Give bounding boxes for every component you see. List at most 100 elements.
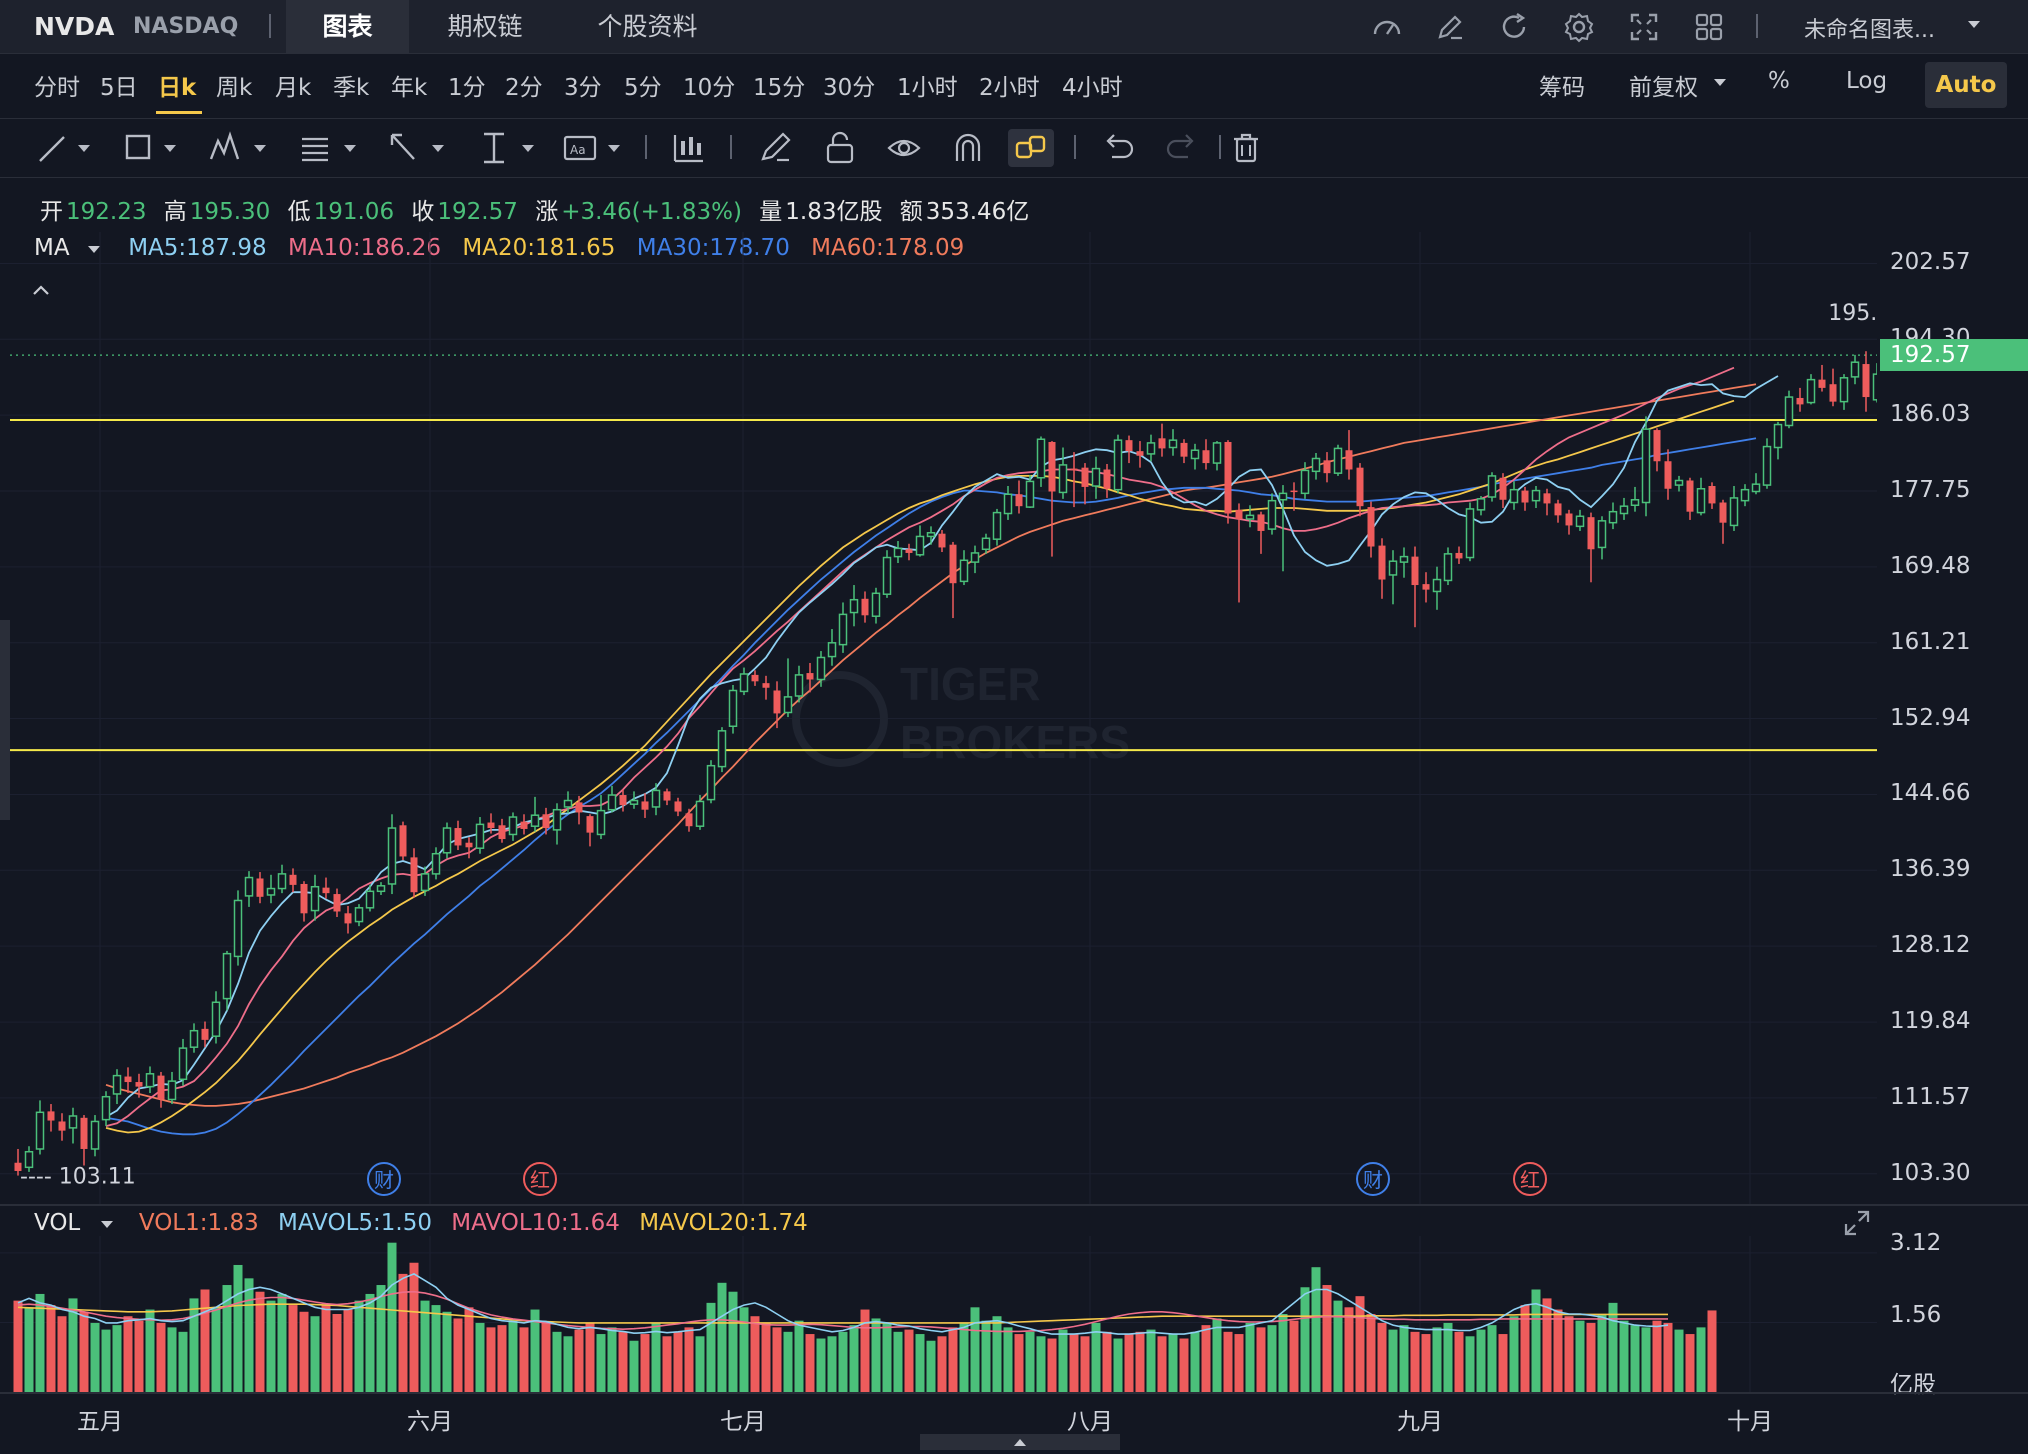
chevron-down-icon[interactable]	[1966, 19, 1982, 31]
candle-body	[1323, 460, 1331, 474]
fullscreen-icon[interactable]	[1627, 10, 1661, 44]
timeframe-weekly[interactable]: 周k	[216, 75, 253, 101]
layout-name-select[interactable]: 未命名图表...	[1804, 18, 1935, 43]
undo-icon[interactable]	[1100, 129, 1136, 167]
candle	[1476, 496, 1486, 516]
volume-bar	[134, 1320, 144, 1392]
ticker-symbol[interactable]: NVDA	[34, 12, 115, 41]
indicator-icon[interactable]	[671, 129, 707, 167]
link-icon	[1015, 135, 1046, 159]
refresh-icon[interactable]	[1497, 10, 1531, 44]
chevron-down-icon[interactable]	[1713, 78, 1727, 88]
arrow-icon[interactable]	[386, 129, 450, 167]
candle-body	[1125, 440, 1133, 452]
volume-bar	[1223, 1331, 1233, 1392]
gauge-icon[interactable]	[1370, 10, 1404, 44]
timeframe-monthly[interactable]: 月k	[275, 75, 312, 101]
link-button[interactable]	[1008, 129, 1054, 167]
tab-chart[interactable]: 图表	[286, 0, 409, 53]
candlestick-chart[interactable]: TIGER BROKERS 195.30 ---- ---- 103.11 财 红 财…	[0, 232, 1877, 1204]
layout-grid-icon[interactable]	[1692, 10, 1726, 44]
candle-body	[1113, 439, 1123, 491]
candle	[508, 812, 518, 841]
timeframe-4h[interactable]: 4小时	[1062, 75, 1123, 101]
candle	[1003, 486, 1013, 520]
edit-icon[interactable]	[1433, 10, 1467, 44]
candle	[1399, 547, 1409, 578]
timeframe-1min[interactable]: 1分	[448, 75, 486, 101]
lock-icon[interactable]	[822, 129, 858, 167]
candle	[145, 1066, 155, 1094]
expand-pane-icon[interactable]	[1842, 1208, 1872, 1238]
log-button[interactable]: Log	[1846, 68, 1888, 94]
time-scroll-handle[interactable]	[920, 1434, 1120, 1450]
adjust-select[interactable]: 前复权	[1629, 75, 1698, 101]
timeframe-quarterly[interactable]: 季k	[333, 75, 370, 101]
timeframe-5min[interactable]: 5分	[624, 75, 662, 101]
trash-icon[interactable]	[1228, 129, 1264, 167]
ma-indicator-select[interactable]: MA	[34, 235, 70, 261]
volume-bar	[1025, 1331, 1035, 1392]
collapse-legend-icon[interactable]	[32, 284, 50, 296]
tab-option-chain[interactable]: 期权链	[447, 12, 523, 41]
horizontal-lines[interactable]	[10, 354, 1877, 752]
volume-legend: VOL VOL1:1.83 MAVOL5:1.50 MAVOL10:1.64 M…	[34, 1210, 820, 1236]
low-label: 低	[287, 199, 311, 225]
vol-indicator-select[interactable]: VOL	[34, 1210, 81, 1236]
event-marker-circle	[1356, 1162, 1390, 1196]
timeframe-10min[interactable]: 10分	[683, 75, 736, 101]
timeframe-3min[interactable]: 3分	[564, 75, 602, 101]
gear-icon[interactable]	[1562, 10, 1596, 44]
tab-stock-profile[interactable]: 个股资料	[597, 12, 698, 41]
magnet-icon[interactable]	[950, 129, 986, 167]
earnings-event-marker[interactable]: 财	[1356, 1162, 1390, 1196]
candle	[663, 788, 671, 806]
pattern-icon[interactable]	[208, 129, 272, 167]
timeframe-yearly[interactable]: 年k	[391, 75, 428, 101]
timeframe-15min[interactable]: 15分	[753, 75, 806, 101]
timeframe-intraday[interactable]: 分时	[34, 75, 80, 101]
trendline-icon[interactable]	[36, 129, 96, 167]
volume-bar	[1531, 1289, 1541, 1392]
candle-body	[1202, 450, 1210, 464]
candle-body	[431, 852, 441, 875]
candle	[1796, 387, 1804, 412]
left-panel-handle[interactable]	[0, 620, 10, 820]
candle-body	[1476, 498, 1486, 511]
earnings-event-marker[interactable]: 财	[367, 1162, 401, 1196]
candle	[431, 847, 441, 880]
timeframe-5d[interactable]: 5日	[100, 75, 138, 101]
volume-bar	[24, 1307, 34, 1392]
candle-body	[277, 873, 287, 890]
mavol20-value: MAVOL20:1.74	[639, 1210, 808, 1236]
chevron-down-icon[interactable]	[100, 1220, 114, 1230]
chips-button[interactable]: 筹码	[1539, 75, 1585, 101]
percent-button[interactable]: %	[1768, 68, 1790, 94]
chevron-down-icon[interactable]	[87, 245, 101, 255]
fib-icon[interactable]	[298, 129, 362, 167]
auto-button[interactable]: Auto	[1925, 62, 2007, 108]
dividend-event-marker[interactable]: 红	[523, 1162, 557, 1196]
timeframe-1h[interactable]: 1小时	[897, 75, 958, 101]
pane-divider[interactable]	[0, 1204, 2028, 1206]
dividend-event-marker[interactable]: 红	[1513, 1162, 1547, 1196]
timeframe-daily[interactable]: 日k	[158, 75, 197, 101]
eye-icon[interactable]	[886, 129, 922, 167]
redo-icon[interactable]	[1164, 129, 1200, 167]
candle	[1543, 488, 1551, 516]
volume-bar	[541, 1322, 551, 1392]
text-icon[interactable]: Aa	[562, 129, 626, 167]
timeframe-2min[interactable]: 2分	[505, 75, 543, 101]
candle-body	[80, 1117, 88, 1149]
candle-body	[520, 821, 528, 829]
timeframe-30min[interactable]: 30分	[823, 75, 876, 101]
brush-icon[interactable]	[757, 129, 793, 167]
measure-icon[interactable]	[476, 129, 540, 167]
rectangle-icon[interactable]	[122, 129, 182, 167]
timeframe-2h[interactable]: 2小时	[979, 75, 1040, 101]
volume-bar	[519, 1327, 529, 1392]
volume-chart[interactable]	[0, 1236, 1877, 1392]
volume-bar	[1289, 1320, 1299, 1392]
ohlc-info: 开 192.23 高 195.30 低 191.06 收 192.57 涨 +3.46(+…	[40, 192, 1032, 226]
close-label: 收	[411, 199, 435, 225]
